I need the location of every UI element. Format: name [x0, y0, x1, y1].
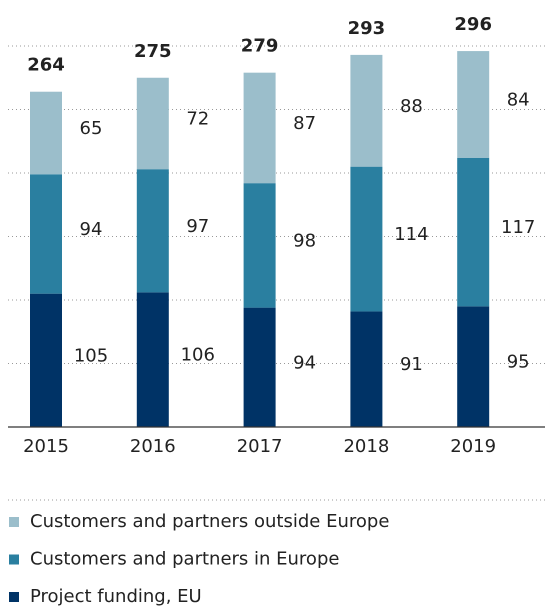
value-label: 84	[507, 89, 530, 110]
x-tick-label: 2018	[343, 436, 389, 457]
bar-segment	[243, 72, 276, 184]
bar-segment	[457, 51, 490, 158]
bar-segment	[350, 54, 383, 167]
value-label: 98	[293, 230, 316, 251]
value-label: 97	[186, 216, 209, 237]
bar-segment	[350, 166, 383, 312]
legend-label: Customers and partners in Europe	[30, 549, 339, 570]
total-label: 264	[27, 55, 65, 76]
value-label: 91	[400, 354, 423, 375]
value-label: 106	[181, 345, 215, 366]
legend-swatch	[9, 517, 19, 527]
total-label: 296	[454, 14, 492, 35]
bar-segment	[136, 169, 169, 293]
value-label: 94	[80, 219, 103, 240]
bar-segment	[457, 157, 490, 307]
total-label: 275	[134, 41, 172, 62]
x-tick-label: 2015	[23, 436, 69, 457]
bar-segment	[136, 77, 169, 170]
value-label: 88	[400, 96, 423, 117]
x-tick-label: 2017	[237, 436, 283, 457]
bar-segment	[243, 183, 276, 308]
value-label: 105	[74, 345, 108, 366]
bar-segment	[30, 174, 62, 294]
bar-segment	[136, 292, 169, 427]
value-label: 114	[394, 224, 428, 245]
total-label: 293	[348, 18, 386, 39]
value-label: 72	[186, 108, 209, 129]
x-tick-label: 2019	[450, 436, 496, 457]
bar-segment	[30, 91, 62, 175]
bar-segment	[243, 307, 276, 427]
bar-segment	[350, 311, 383, 427]
value-label: 94	[293, 352, 316, 373]
legend-swatch	[9, 592, 19, 602]
legend-swatch	[9, 554, 19, 565]
x-tick-label: 2016	[130, 436, 176, 457]
value-label: 65	[80, 118, 103, 139]
total-label: 279	[241, 36, 279, 57]
value-label: 117	[501, 217, 535, 238]
bar-segment	[30, 293, 62, 427]
legend-label: Customers and partners outside Europe	[30, 511, 389, 532]
value-label: 95	[507, 352, 530, 373]
bar-segment	[457, 306, 490, 427]
value-label: 87	[293, 113, 316, 134]
legend-label: Project funding, EU	[30, 586, 202, 607]
